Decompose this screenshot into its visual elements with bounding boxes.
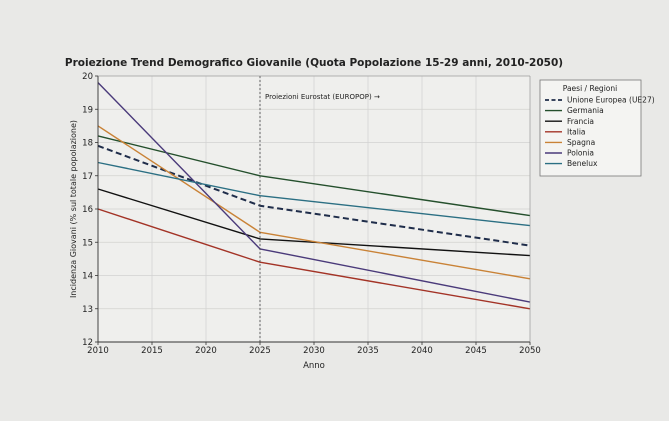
legend-label: Francia <box>567 117 594 126</box>
y-tick-label: 19 <box>82 105 93 115</box>
legend-label: Unione Europea (UE27) <box>567 96 655 105</box>
series-line <box>97 208 531 310</box>
legend-title: Paesi / Regioni <box>563 84 617 93</box>
axes: 2010 2015 2020 2025 2030 2035 2040 2045 20501213… <box>82 72 541 356</box>
x-tick-label: 2050 <box>519 346 541 356</box>
x-tick-label: 2035 <box>357 346 379 356</box>
y-tick-label: 18 <box>82 139 93 149</box>
x-axis-label: Anno <box>303 361 325 371</box>
chart-title: Proiezione Trend Demografico Giovanile (… <box>65 57 563 69</box>
projection-annotation: Proiezioni Eurostat (EUROPOP) → <box>265 93 380 101</box>
y-axis-label: Incidenza Giovani (% sul totale popolazi… <box>69 120 78 298</box>
y-tick-label: 13 <box>82 305 93 315</box>
y-tick-label: 20 <box>82 72 93 82</box>
y-tick-label: 17 <box>82 172 93 182</box>
legend-label: Spagna <box>567 138 595 147</box>
y-tick-label: 16 <box>82 205 93 215</box>
y-tick-label: 14 <box>82 272 93 282</box>
x-tick-label: 2010 <box>87 346 109 356</box>
series-line <box>97 161 531 227</box>
x-tick-label: 2020 <box>195 346 217 356</box>
legend: Paesi / Regioni Unione Europea (UE27)Ger… <box>539 79 655 177</box>
x-tick-label: 2015 <box>141 346 163 356</box>
y-tick-label: 12 <box>82 338 93 348</box>
legend-label: Italia <box>567 127 586 136</box>
legend-label: Polonia <box>567 149 594 158</box>
y-tick-label: 15 <box>82 238 93 248</box>
x-tick-label: 2045 <box>465 346 487 356</box>
series-line <box>97 188 531 257</box>
x-tick-label: 2030 <box>303 346 325 356</box>
annotation-layer: Proiezioni Eurostat (EUROPOP) → <box>259 76 380 342</box>
series-line <box>97 135 531 217</box>
legend-label: Benelux <box>567 159 598 168</box>
legend-label: Germania <box>567 106 604 115</box>
x-tick-label: 2040 <box>411 346 433 356</box>
legend-box <box>539 79 642 177</box>
x-tick-label: 2025 <box>249 346 271 356</box>
